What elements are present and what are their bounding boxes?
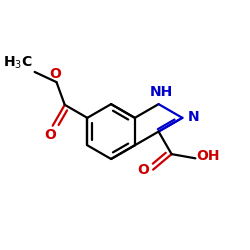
Text: O: O	[137, 163, 149, 177]
Text: N: N	[188, 110, 199, 124]
Text: O: O	[49, 67, 61, 81]
Text: O: O	[44, 128, 56, 142]
Text: H$_3$C: H$_3$C	[2, 54, 32, 71]
Text: OH: OH	[196, 149, 220, 163]
Text: NH: NH	[149, 85, 172, 99]
